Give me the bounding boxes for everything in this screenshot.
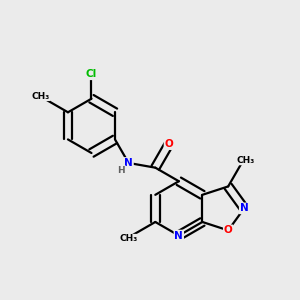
Text: CH₃: CH₃ [119,234,138,243]
Text: CH₃: CH₃ [236,156,255,165]
Text: N: N [240,203,248,213]
Text: O: O [164,139,173,149]
Text: H: H [118,166,125,175]
Text: N: N [175,231,183,241]
Text: CH₃: CH₃ [32,92,50,100]
Text: Cl: Cl [86,69,97,79]
Text: O: O [224,225,233,236]
Text: N: N [124,158,133,168]
